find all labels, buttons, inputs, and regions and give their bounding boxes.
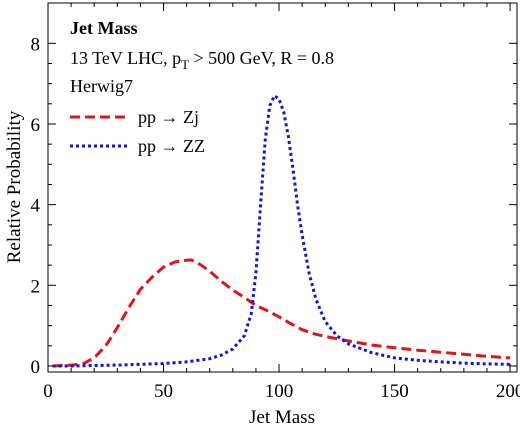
x-tick-label: 200 — [496, 381, 520, 402]
x-tick-label: 150 — [380, 381, 409, 402]
x-tick-label: 50 — [154, 381, 173, 402]
axis-ticks — [47, 3, 517, 372]
annotation-kinematics-prefix: 13 TeV LHC, p — [70, 48, 181, 68]
y-tick-label: 0 — [31, 357, 41, 378]
legend: pp → Zj pp → ZZ — [70, 107, 205, 156]
legend-label-zj: pp → Zj — [138, 107, 199, 127]
plot-frame — [47, 2, 518, 373]
x-axis-label: Jet Mass — [249, 407, 315, 428]
series-layer — [52, 94, 511, 368]
annotation-generator: Herwig7 — [70, 76, 133, 96]
annotation-kinematics-sub: T — [181, 57, 189, 72]
axis-tick-labels: 0 50 100 150 200 0 2 4 6 8 — [31, 34, 520, 402]
y-axis-label: Relative Probability — [4, 110, 25, 263]
y-tick-label: 4 — [31, 196, 41, 217]
annotation-title: Jet Mass — [70, 18, 137, 38]
legend-label-zz: pp → ZZ — [138, 136, 205, 156]
annotation-kinematics: 13 TeV LHC, pT > 500 GeV, R = 0.8 — [70, 48, 334, 72]
y-tick-label: 2 — [31, 276, 41, 297]
annotation-kinematics-suffix: > 500 GeV, R = 0.8 — [189, 48, 334, 68]
y-tick-label: 8 — [31, 34, 41, 55]
series-line-zj — [52, 258, 511, 368]
x-tick-label: 0 — [43, 381, 53, 402]
y-tick-label: 6 — [31, 115, 41, 136]
series-line-zz — [52, 94, 511, 368]
x-tick-label: 100 — [265, 381, 294, 402]
